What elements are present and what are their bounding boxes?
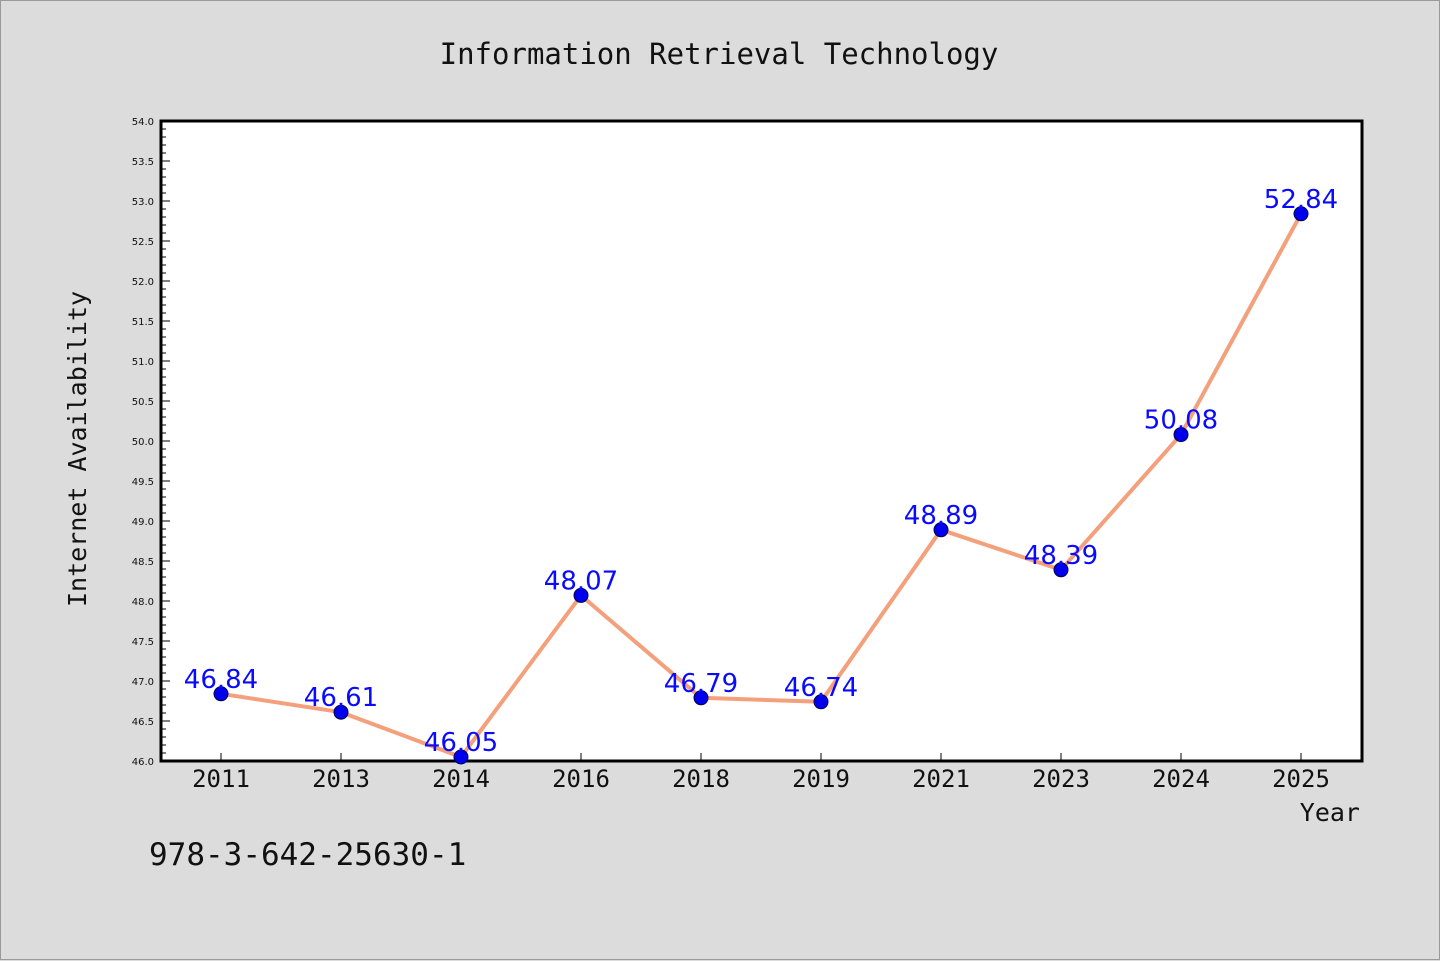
- data-point: [573, 587, 589, 603]
- y-axis: 46.0 46.5 47.0 47.5 48.0 48.5 49.0 49.5 50.0 50.5…: [132, 117, 170, 768]
- x-tick-label: 2023: [1032, 765, 1090, 793]
- data-label: 46.84: [184, 665, 258, 695]
- data-point: [453, 749, 469, 765]
- y-tick-label: 51.0: [132, 357, 154, 368]
- x-tick-label: 2025: [1272, 765, 1330, 793]
- data-label: 46.74: [784, 673, 858, 703]
- y-tick-label: 50.5: [132, 397, 154, 408]
- series-layer: [213, 206, 1309, 765]
- data-label: 48.07: [544, 566, 618, 596]
- y-tick-label: 53.0: [132, 197, 154, 208]
- series-line: [219, 211, 1303, 759]
- data-label: 46.79: [664, 669, 738, 699]
- y-tick-label: 52.0: [132, 277, 154, 288]
- y-tick-label: 47.0: [132, 677, 154, 688]
- x-tick-label: 2018: [672, 765, 730, 793]
- x-tick-label: 2016: [552, 765, 610, 793]
- y-tick-label: 46.0: [132, 757, 154, 768]
- x-axis: 2011 2013 2014 2016 2018 2019 2021 2023 2024 2025: [192, 753, 1330, 793]
- data-labels: 46.84 46.61 46.05 48.07 46.79 46.74 48.89 48.39…: [184, 185, 1338, 758]
- y-tick-label: 46.5: [132, 717, 154, 728]
- data-point: [693, 690, 709, 706]
- y-axis-title: Internet Availability: [63, 291, 92, 607]
- data-label: 48.39: [1024, 541, 1098, 571]
- y-tick-label: 48.0: [132, 597, 154, 608]
- data-point: [213, 686, 229, 702]
- data-label: 46.61: [304, 683, 378, 713]
- data-point: [1053, 562, 1069, 578]
- y-tick-label: 48.5: [132, 557, 154, 568]
- y-tick-label: 50.0: [132, 437, 154, 448]
- y-tick-label: 54.0: [132, 117, 154, 128]
- data-point: [333, 704, 349, 720]
- x-axis-title: Year: [1300, 798, 1360, 827]
- plot-area: [159, 119, 1364, 763]
- data-point: [813, 694, 829, 710]
- chart-title: Information Retrieval Technology: [440, 37, 999, 71]
- data-label: 48.89: [904, 501, 978, 531]
- x-tick-label: 2014: [432, 765, 490, 793]
- data-point: [1173, 427, 1189, 443]
- y-tick-label: 53.5: [132, 157, 154, 168]
- y-tick-label: 49.0: [132, 517, 154, 528]
- data-label: 46.05: [424, 728, 498, 758]
- isbn-footnote: 978-3-642-25630-1: [149, 837, 466, 873]
- x-tick-label: 2019: [792, 765, 850, 793]
- y-tick-label: 47.5: [132, 637, 154, 648]
- x-tick-label: 2013: [312, 765, 370, 793]
- data-label: 50.08: [1144, 406, 1218, 436]
- x-tick-label: 2011: [192, 765, 250, 793]
- data-point: [933, 522, 949, 538]
- y-tick-label: 49.5: [132, 477, 154, 488]
- data-point: [1293, 206, 1309, 222]
- x-tick-label: 2021: [912, 765, 970, 793]
- y-tick-label: 52.5: [132, 237, 154, 248]
- x-tick-label: 2024: [1152, 765, 1210, 793]
- data-label: 52.84: [1264, 185, 1338, 215]
- y-tick-label: 51.5: [132, 317, 154, 328]
